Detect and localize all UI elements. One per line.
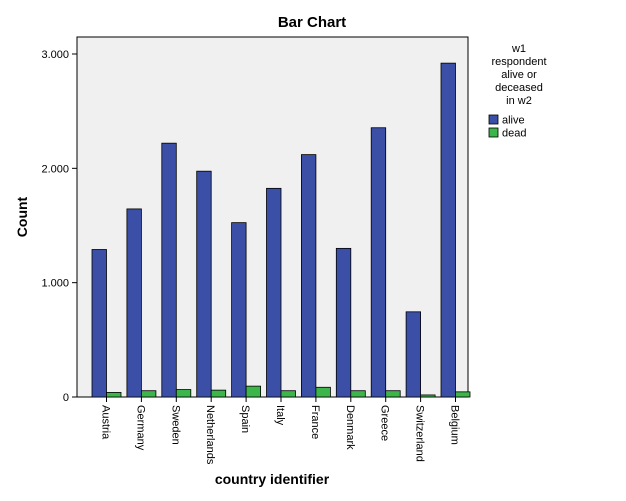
- x-tick-label: Austria: [100, 405, 112, 440]
- bar-alive-netherlands: [196, 170, 212, 398]
- legend-title-line: respondent: [491, 56, 546, 68]
- x-axis: Austria Germany Sweden Netherlands Spain Ital…: [100, 397, 461, 465]
- legend-title-line: in w2: [506, 95, 532, 107]
- bar-dead-belgium: [455, 391, 471, 398]
- bar-dead-austria: [106, 392, 122, 398]
- bar-alive-greece: [370, 127, 387, 398]
- y-tick-label: 1.000: [41, 278, 69, 290]
- bar-alive-denmark: [335, 247, 352, 398]
- chart-title: Bar Chart: [278, 14, 346, 31]
- legend-label-alive: alive: [502, 115, 525, 127]
- bar-dead-greece: [385, 390, 401, 398]
- legend-title-line: w1: [511, 43, 526, 55]
- bar-alive-italy: [266, 187, 282, 398]
- bars-group: [91, 62, 471, 398]
- bar-dead-france: [315, 386, 331, 398]
- y-tick-label: 2.000: [41, 163, 69, 175]
- bar-dead-spain: [245, 385, 262, 398]
- x-tick-label: Switzerland: [414, 405, 426, 462]
- x-axis-title: country identifier: [215, 471, 330, 487]
- y-tick-label: 0: [63, 392, 69, 404]
- bar-dead-italy: [280, 390, 296, 398]
- bar-alive-france: [300, 154, 317, 398]
- bar-alive-austria: [91, 249, 107, 398]
- x-tick-label: France: [309, 405, 321, 439]
- x-tick-label: Sweden: [169, 405, 181, 445]
- x-tick-label: Germany: [134, 405, 146, 451]
- bar-alive-spain: [231, 222, 247, 398]
- bar-alive-switzerland: [405, 311, 422, 398]
- bar-dead-germany: [140, 390, 157, 398]
- y-axis-title: Count: [14, 196, 30, 237]
- x-tick-label: Spain: [239, 405, 251, 433]
- legend-label-dead: dead: [502, 128, 526, 140]
- bar-alive-sweden: [161, 142, 177, 398]
- x-tick-label: Netherlands: [204, 405, 216, 465]
- legend-swatch-dead: [488, 127, 499, 138]
- bar-alive-germany: [126, 208, 142, 398]
- y-tick-label: 3.000: [41, 49, 69, 61]
- bar-dead-sweden: [175, 389, 192, 398]
- legend-title-line: alive or: [501, 69, 537, 81]
- legend-swatch-alive: [488, 114, 499, 125]
- bar-dead-netherlands: [210, 389, 227, 398]
- bar-dead-denmark: [350, 390, 366, 398]
- y-axis: 0 1.000 2.000 3.000: [41, 49, 77, 404]
- bar-alive-belgium: [440, 62, 456, 398]
- x-tick-label: Italy: [274, 405, 286, 426]
- x-tick-label: Greece: [379, 405, 391, 441]
- bar-dead-switzerland: [420, 394, 436, 398]
- x-tick-label: Denmark: [344, 405, 356, 450]
- x-tick-label: Belgium: [449, 405, 461, 445]
- legend-title-line: deceased: [495, 82, 543, 94]
